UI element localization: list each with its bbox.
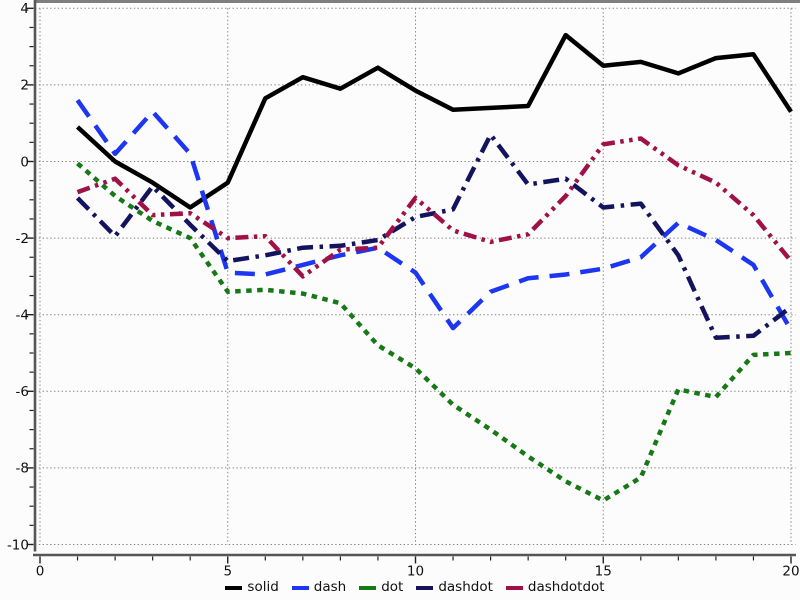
x-tick-label: 20 (782, 564, 799, 580)
y-tick-label: -2 (16, 231, 29, 247)
x-tick-label: 15 (595, 564, 612, 580)
y-tick-label: -10 (7, 537, 29, 553)
series-line-dashdotdot (76, 136, 793, 279)
x-tick-label: 5 (223, 564, 232, 580)
y-tick-label: 4 (20, 1, 29, 17)
y-tick-label: -4 (16, 308, 29, 324)
y-tick-label: -8 (16, 461, 29, 477)
series-line-dash (75, 98, 793, 332)
axis-ticks (26, 7, 792, 564)
x-tick-label: 0 (36, 564, 45, 580)
series-line-solid (75, 32, 793, 210)
y-tick-label: 2 (20, 78, 29, 94)
series-line-dashdot (75, 132, 793, 340)
x-tick-label: 10 (407, 564, 424, 580)
gridlines (35, 7, 796, 545)
tick-labels: 420-2-4-6-8-100 5 10 15 20 (7, 1, 800, 579)
series-lines (75, 32, 793, 503)
axes-spines (33, 0, 800, 557)
y-tick-label: 0 (20, 154, 29, 170)
y-tick-label: -6 (16, 384, 29, 400)
series-line-dot (76, 161, 792, 503)
